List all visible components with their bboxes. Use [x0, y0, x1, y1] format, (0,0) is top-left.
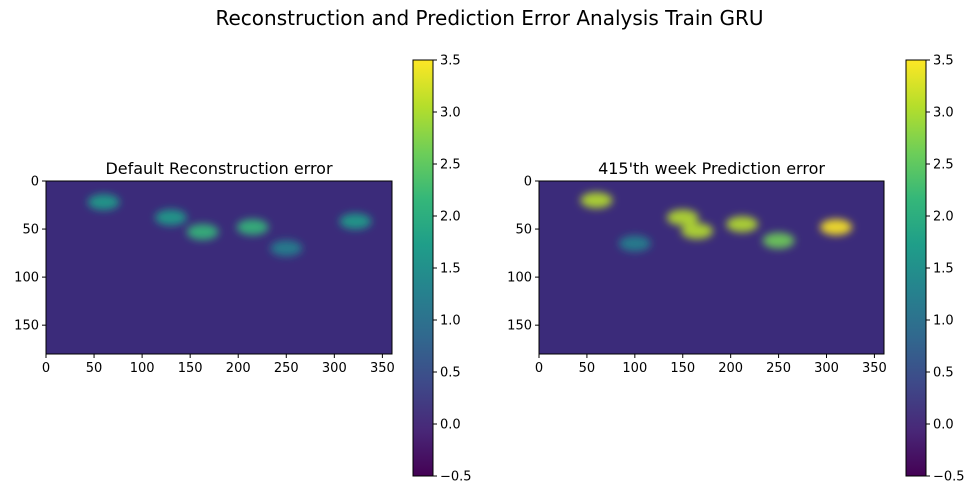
colorbar-tick-label: 3.0: [440, 106, 461, 121]
colorbar-tick-label: 2.0: [933, 210, 954, 225]
y-tick-label: 100: [14, 271, 39, 286]
heatmap-hotspot: [236, 219, 269, 236]
heatmap-hotspot: [666, 209, 699, 226]
colorbar-tick-label: 0.5: [933, 366, 954, 381]
panel-reconstruction: Default Reconstruction error 0 50 100 150 20…: [14, 54, 471, 485]
axes-frame: [538, 180, 885, 355]
x-axis: 0 50 100 150 200 250 300 350: [42, 354, 395, 376]
heatmap-hotspot: [762, 232, 795, 249]
heatmap-hotspot: [154, 209, 187, 226]
colorbar-tick-label: 2.5: [440, 158, 461, 173]
heatmap-hotspot: [726, 216, 759, 233]
x-tick-label: 300: [814, 361, 839, 376]
x-tick-label: 50: [579, 361, 596, 376]
x-tick-label: 150: [670, 361, 695, 376]
x-tick-label: 50: [86, 361, 103, 376]
y-tick-label: 150: [507, 319, 532, 334]
heatmap-hotspot: [339, 213, 372, 230]
x-axis: 0 50 100 150 200 250 300 350: [535, 354, 887, 376]
colorbar-tick-label: 0.0: [933, 418, 954, 433]
x-tick-label: 350: [370, 361, 395, 376]
y-axis: 0 50 100 150: [14, 175, 46, 334]
colorbar: −0.5 0.0 0.5 1.0 1.5 2.0 2.5 3.0 3.5: [905, 54, 965, 485]
y-axis: 0 50 100 150: [507, 175, 539, 334]
heatmap-overlay: [87, 194, 372, 257]
figure-title: Reconstruction and Prediction Error Anal…: [215, 6, 764, 30]
colorbar-scale: [905, 59, 927, 477]
heatmap-hotspot: [270, 240, 303, 257]
heatmap-hotspot: [186, 223, 219, 240]
y-tick-label: 0: [524, 175, 532, 190]
colorbar-tick-label: 1.0: [440, 314, 461, 329]
x-tick-label: 250: [766, 361, 791, 376]
y-tick-label: 50: [515, 223, 532, 238]
colorbar: −0.5 0.0 0.5 1.0 1.5 2.0 2.5 3.0 3.5: [412, 54, 472, 485]
heatmap-hotspot: [820, 219, 853, 236]
x-tick-label: 200: [718, 361, 743, 376]
colorbar-tick-label: 1.5: [933, 262, 954, 277]
colorbar-tick-label: −0.5: [933, 470, 965, 485]
colorbar-tick-label: −0.5: [440, 470, 472, 485]
heatmap-hotspot: [618, 235, 651, 252]
heatmap-overlay: [580, 192, 853, 252]
x-tick-label: 200: [226, 361, 251, 376]
x-tick-label: 0: [42, 361, 50, 376]
x-tick-label: 0: [535, 361, 543, 376]
x-tick-label: 250: [274, 361, 299, 376]
y-tick-label: 0: [31, 175, 39, 190]
colorbar-tick-label: 0.0: [440, 418, 461, 433]
colorbar-tick-label: 3.0: [933, 106, 954, 121]
colorbar-tick-label: 3.5: [933, 54, 954, 69]
y-tick-label: 100: [507, 271, 532, 286]
x-tick-label: 150: [178, 361, 203, 376]
panel-prediction: 415'th week Prediction error 0 50 100 150 20…: [507, 54, 964, 485]
colorbar-tick-label: 1.5: [440, 262, 461, 277]
colorbar-tick-label: 3.5: [440, 54, 461, 69]
y-tick-label: 50: [22, 223, 39, 238]
heatmap-hotspot: [87, 194, 120, 211]
panel-title: 415'th week Prediction error: [598, 159, 825, 178]
colorbar-scale: [412, 59, 434, 477]
colorbar-tick-label: 2.0: [440, 210, 461, 225]
x-tick-label: 300: [322, 361, 347, 376]
colorbar-tick-label: 2.5: [933, 158, 954, 173]
heatmap-hotspot: [580, 192, 613, 209]
x-tick-label: 100: [130, 361, 155, 376]
axes-frame: [45, 180, 393, 355]
heatmap-hotspot: [681, 222, 714, 239]
x-tick-label: 350: [862, 361, 887, 376]
x-tick-label: 100: [622, 361, 647, 376]
heatmap-image: [539, 181, 884, 354]
y-tick-label: 150: [14, 319, 39, 334]
panel-title: Default Reconstruction error: [105, 159, 333, 178]
colorbar-tick-label: 0.5: [440, 366, 461, 381]
colorbar-tick-label: 1.0: [933, 314, 954, 329]
